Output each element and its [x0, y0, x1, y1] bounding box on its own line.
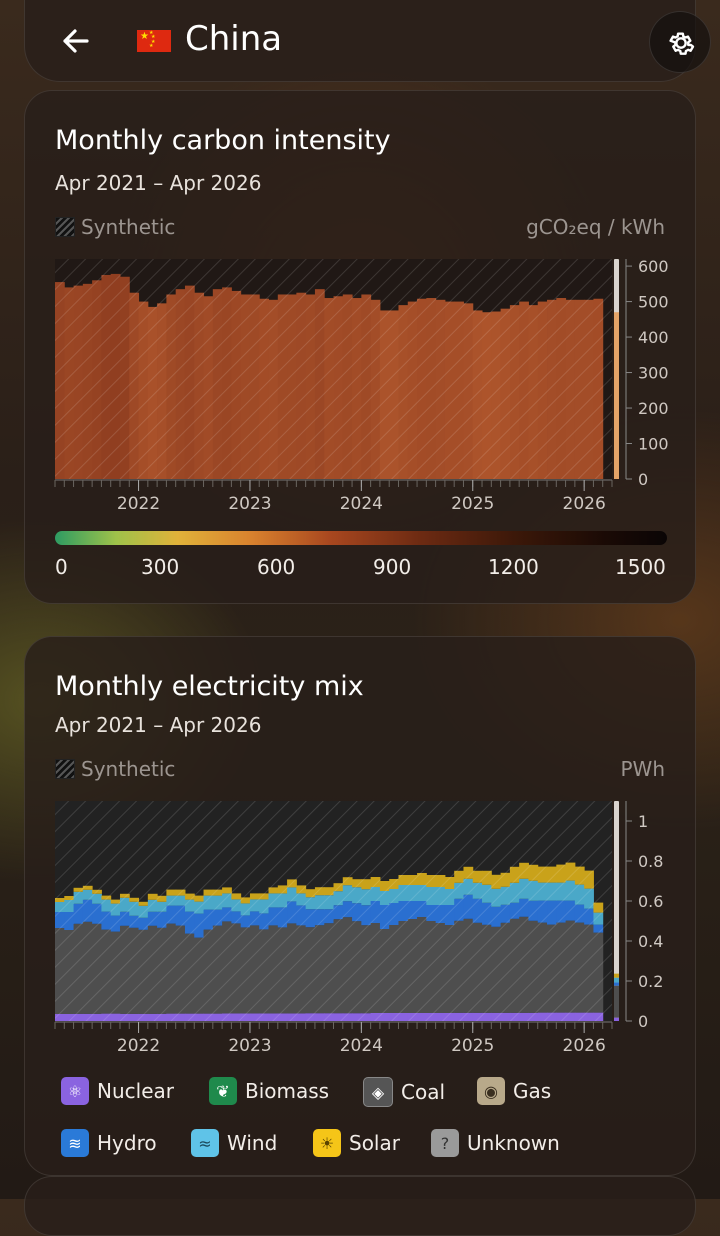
legend-item-coal[interactable]: ◈ Coal	[363, 1077, 445, 1107]
y-tick-label: 0.6	[638, 892, 663, 911]
synthetic-label: Synthetic	[81, 757, 176, 781]
colorbar-label: 300	[141, 555, 180, 579]
legend-item-solar[interactable]: ☀ Solar	[313, 1129, 400, 1157]
coal-drop-icon: ◈	[363, 1077, 393, 1107]
atom-icon: ⚛	[61, 1077, 89, 1105]
synthetic-hatch	[55, 801, 612, 1021]
country-title: China	[185, 19, 283, 59]
y-tick-label: 0.2	[638, 972, 663, 991]
legend-item-unknown[interactable]: ? Unknown	[431, 1129, 560, 1157]
y-tick-label: 400	[638, 328, 669, 347]
y-tick-label: 0.8	[638, 852, 663, 871]
date-range: Apr 2021 – Apr 2026	[55, 171, 262, 195]
carbon-intensity-card: Monthly carbon intensity Apr 2021 – Apr …	[24, 90, 696, 604]
waves-icon: ≋	[61, 1129, 89, 1157]
x-tick-label: 2024	[340, 1036, 383, 1053]
colorbar-label: 1200	[488, 555, 539, 579]
hatch-swatch-icon	[55, 217, 75, 237]
legend-label: Hydro	[97, 1131, 157, 1155]
synthetic-legend: Synthetic	[55, 757, 175, 781]
card-title: Monthly electricity mix	[55, 671, 364, 702]
electricity-mix-card: Monthly electricity mix Apr 2021 – Apr 2…	[24, 636, 696, 1176]
x-tick-label: 2025	[451, 1036, 494, 1053]
current-indicator-segment	[614, 973, 619, 978]
y-tick-label: 100	[638, 435, 669, 454]
legend-item-gas[interactable]: ◉ Gas	[477, 1077, 551, 1105]
unit-label: PWh	[620, 757, 665, 781]
flame-icon: ◉	[477, 1077, 505, 1105]
y-tick-label: 1	[638, 812, 648, 831]
colorbar-label: 0	[55, 555, 68, 579]
legend-label: Gas	[513, 1079, 552, 1103]
gear-icon	[669, 32, 695, 55]
legend-label: Wind	[227, 1131, 278, 1155]
colorbar-label: 900	[373, 555, 412, 579]
synthetic-label: Synthetic	[81, 215, 176, 239]
x-tick-label: 2026	[563, 1036, 606, 1053]
china-flag-icon: ★ ★ ★ ★ ★	[137, 30, 171, 52]
x-tick-label: 2022	[117, 494, 160, 511]
sun-icon: ☀	[313, 1129, 341, 1157]
legend-item-nuclear[interactable]: ⚛ Nuclear	[61, 1077, 174, 1105]
x-tick-label: 2023	[228, 1036, 271, 1053]
colorbar-label: 1500	[615, 555, 666, 579]
legend-label: Coal	[401, 1080, 446, 1104]
current-indicator-segment	[614, 982, 619, 986]
y-tick-label: 500	[638, 293, 669, 312]
y-tick-label: 600	[638, 257, 669, 276]
intensity-colorbar	[55, 531, 667, 545]
current-indicator-track	[614, 801, 619, 1021]
arrow-left-icon[interactable]	[61, 23, 101, 59]
synthetic-hatch	[55, 259, 612, 479]
colorbar-label: 600	[257, 555, 296, 579]
y-tick-label: 0	[638, 470, 648, 489]
x-tick-label: 2022	[117, 1036, 160, 1053]
date-range: Apr 2021 – Apr 2026	[55, 713, 262, 737]
legend-label: Nuclear	[97, 1079, 174, 1103]
legend-item-hydro[interactable]: ≋ Hydro	[61, 1129, 157, 1157]
synthetic-legend: Synthetic	[55, 215, 175, 239]
legend-item-wind[interactable]: ≈ Wind	[191, 1129, 277, 1157]
next-card	[24, 1176, 696, 1236]
sprout-icon: ❦	[209, 1077, 237, 1105]
y-tick-label: 0.4	[638, 932, 663, 951]
current-indicator-segment	[614, 977, 619, 983]
electricity-mix-chart[interactable]: 0 0.2 0.4 0.6 0.8 1 2022 2023 2024 2025 2026	[25, 793, 697, 1053]
hatch-swatch-icon	[55, 759, 75, 779]
legend-label: Solar	[349, 1131, 400, 1155]
carbon-intensity-chart[interactable]: 0 100 200 300 400 500 600 2022 2023 2024 2025 2026	[25, 251, 697, 511]
x-tick-label: 2024	[340, 494, 383, 511]
x-tick-label: 2026	[563, 494, 606, 511]
top-bar: ★ ★ ★ ★ ★ China	[24, 0, 711, 82]
current-indicator-bar	[614, 312, 619, 479]
x-tick-label: 2025	[451, 494, 494, 511]
legend-label: Unknown	[467, 1131, 560, 1155]
unit-label: gCO₂eq / kWh	[526, 215, 665, 239]
question-icon: ?	[431, 1129, 459, 1157]
y-tick-label: 300	[638, 364, 669, 383]
y-tick-label: 0	[638, 1012, 648, 1031]
legend-item-biomass[interactable]: ❦ Biomass	[209, 1077, 329, 1105]
current-indicator-segment	[614, 1017, 619, 1021]
x-tick-label: 2023	[228, 494, 271, 511]
wind-icon: ≈	[191, 1129, 219, 1157]
current-indicator-segment	[614, 985, 619, 1018]
y-tick-label: 200	[638, 399, 669, 418]
card-title: Monthly carbon intensity	[55, 125, 391, 156]
settings-button[interactable]	[649, 11, 711, 73]
legend-label: Biomass	[245, 1079, 330, 1103]
